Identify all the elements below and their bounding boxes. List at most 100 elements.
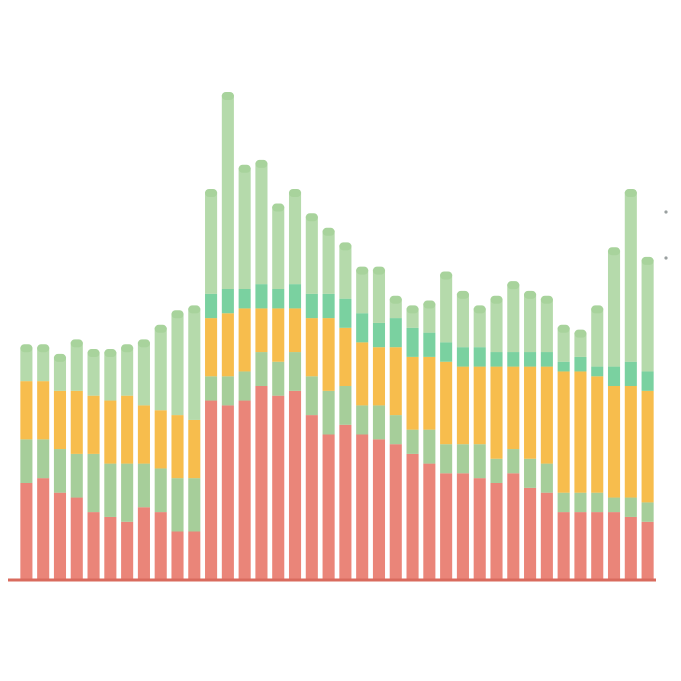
bar-segment-s2-10 bbox=[171, 478, 184, 532]
bar-segment-s5-14 bbox=[238, 167, 251, 289]
bar-segment-s2-11 bbox=[188, 478, 201, 532]
bar-segment-s3-35 bbox=[591, 376, 604, 493]
bar-segment-s4-15 bbox=[255, 284, 268, 309]
bar-36 bbox=[607, 247, 621, 580]
bar-4 bbox=[70, 339, 83, 580]
bar-segment-s1-16 bbox=[272, 395, 285, 580]
bar-segment-s4-24 bbox=[406, 327, 419, 357]
bar-segment-s5-19 bbox=[322, 230, 335, 294]
bar-segment-s3-12 bbox=[205, 318, 218, 377]
bar-segment-s3-29 bbox=[490, 366, 503, 459]
bar-segment-s3-11 bbox=[188, 419, 201, 479]
bar-segment-s3-8 bbox=[137, 405, 150, 464]
bar-cap-16 bbox=[272, 203, 285, 212]
bar-cap-24 bbox=[406, 305, 419, 314]
bar-segment-s5-33 bbox=[557, 327, 570, 362]
bar-segment-s2-25 bbox=[423, 429, 436, 464]
bar-segment-s1-22 bbox=[372, 439, 386, 580]
bar-cap-15 bbox=[255, 159, 268, 168]
bar-segment-s2-18 bbox=[305, 376, 318, 416]
bar-segment-s2-17 bbox=[288, 352, 302, 391]
bar-segment-s3-25 bbox=[423, 356, 436, 430]
bar-segment-s1-30 bbox=[507, 473, 520, 580]
bar-segment-s3-36 bbox=[607, 386, 621, 498]
bar-segment-s2-30 bbox=[507, 449, 520, 474]
bar-segment-s3-14 bbox=[238, 308, 251, 372]
bar-segment-s3-17 bbox=[288, 308, 302, 353]
bar-segment-s3-13 bbox=[221, 313, 234, 377]
bar-segment-s1-37 bbox=[624, 516, 637, 580]
bar-segment-s1-4 bbox=[70, 497, 83, 580]
bar-segment-s5-36 bbox=[607, 250, 621, 367]
bar-segment-s5-4 bbox=[70, 342, 83, 391]
bar-24 bbox=[406, 305, 419, 580]
bar-cap-18 bbox=[305, 213, 318, 222]
bar-2 bbox=[37, 344, 50, 580]
bar-cap-17 bbox=[288, 189, 302, 197]
bar-segment-s1-35 bbox=[591, 512, 604, 580]
bar-segment-s2-35 bbox=[591, 492, 604, 513]
bar-12 bbox=[205, 189, 218, 580]
bar-segment-s3-24 bbox=[406, 356, 419, 430]
bar-segment-s1-19 bbox=[322, 434, 335, 580]
bar-segment-s3-31 bbox=[524, 366, 537, 459]
bar-segment-s4-37 bbox=[624, 361, 637, 386]
bar-segment-s5-11 bbox=[188, 308, 201, 420]
bar-35 bbox=[591, 305, 604, 580]
bar-segment-s4-21 bbox=[356, 313, 369, 343]
bar-21 bbox=[356, 266, 369, 580]
bar-segment-s5-8 bbox=[137, 342, 150, 406]
bar-segment-s5-35 bbox=[591, 308, 604, 367]
bar-18 bbox=[305, 213, 318, 580]
bar-26 bbox=[440, 271, 453, 580]
bar-segment-s3-28 bbox=[473, 366, 486, 445]
bar-segment-s2-38 bbox=[641, 502, 654, 522]
bar-segment-s3-2 bbox=[37, 381, 50, 440]
bar-segment-s4-17 bbox=[288, 284, 302, 309]
bar-segment-s5-12 bbox=[205, 192, 218, 294]
bar-segment-s1-27 bbox=[456, 473, 469, 580]
bar-segment-s1-13 bbox=[221, 405, 234, 580]
bar-segment-s2-9 bbox=[154, 468, 167, 513]
bar-segment-s5-18 bbox=[305, 216, 318, 294]
bar-3 bbox=[53, 353, 67, 580]
bar-segment-s2-34 bbox=[574, 492, 587, 513]
bar-cap-6 bbox=[104, 349, 117, 358]
bar-segment-s1-12 bbox=[205, 400, 218, 580]
bar-segment-s2-36 bbox=[607, 497, 621, 513]
bar-segment-s4-20 bbox=[339, 298, 352, 328]
bar-14 bbox=[238, 164, 251, 580]
bar-segment-s4-29 bbox=[490, 352, 503, 367]
bar-cap-27 bbox=[456, 290, 469, 299]
bar-5 bbox=[87, 349, 100, 580]
bar-segment-s4-31 bbox=[524, 352, 537, 367]
bar-segment-s4-16 bbox=[272, 289, 285, 309]
bar-segment-s5-30 bbox=[507, 284, 520, 353]
bar-segment-s5-7 bbox=[121, 347, 134, 396]
bar-segment-s5-27 bbox=[456, 293, 469, 348]
bar-segment-s3-23 bbox=[389, 347, 402, 416]
bar-cap-31 bbox=[524, 290, 537, 299]
bar-segment-s4-30 bbox=[507, 352, 520, 367]
bar-segment-s2-28 bbox=[473, 444, 486, 479]
bar-cap-35 bbox=[591, 305, 604, 314]
bar-segment-s5-25 bbox=[423, 303, 436, 333]
bar-segment-s5-37 bbox=[624, 192, 637, 362]
bar-30 bbox=[507, 281, 520, 580]
bar-cap-19 bbox=[322, 227, 335, 236]
bar-segment-s4-13 bbox=[221, 289, 234, 314]
bar-segment-s3-26 bbox=[440, 361, 453, 445]
bar-15 bbox=[255, 159, 268, 580]
bar-segment-s5-34 bbox=[574, 332, 587, 357]
bar-segment-s1-28 bbox=[473, 478, 486, 580]
bar-25 bbox=[423, 300, 436, 580]
bar-segment-s5-9 bbox=[154, 327, 167, 411]
bar-segment-s2-21 bbox=[356, 405, 369, 435]
bar-segment-s1-7 bbox=[121, 521, 134, 580]
bar-segment-s4-12 bbox=[205, 293, 218, 319]
bar-segment-s5-26 bbox=[440, 274, 453, 343]
bar-cap-7 bbox=[121, 344, 134, 353]
bar-segment-s1-34 bbox=[574, 512, 587, 580]
bar-cap-9 bbox=[154, 324, 167, 333]
